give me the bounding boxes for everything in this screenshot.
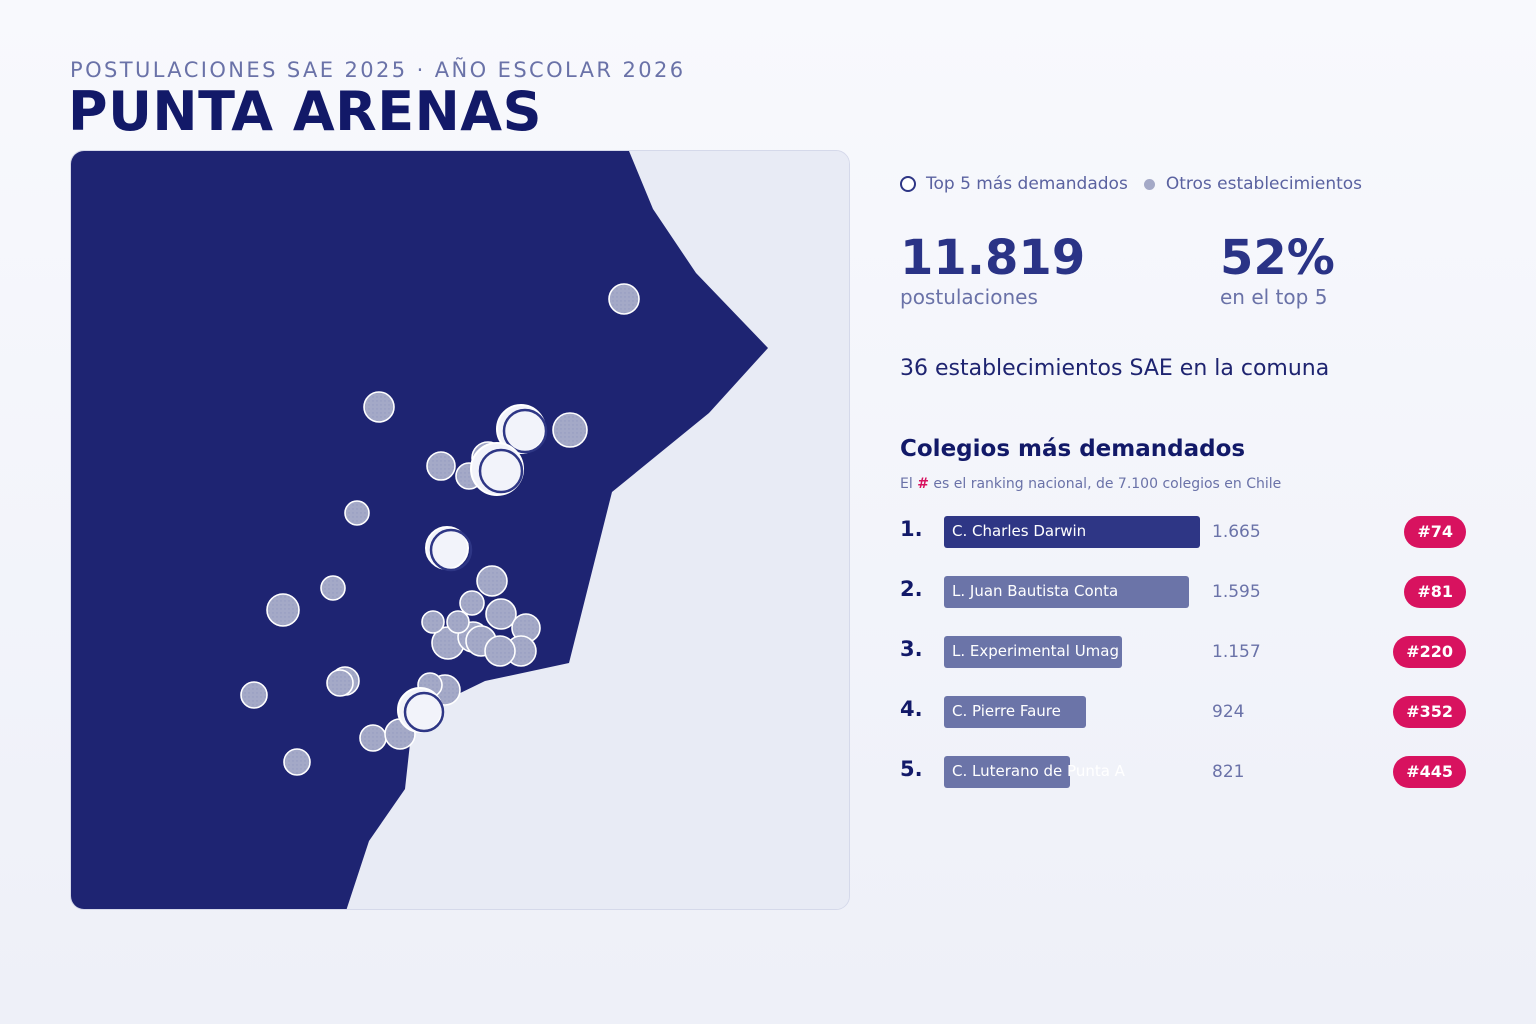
subtitle-eyebrow: POSTULACIONES SAE 2025 · AÑO ESCOLAR 202… bbox=[70, 58, 686, 82]
national-rank-badge: #74 bbox=[1404, 516, 1466, 548]
school-point[interactable] bbox=[608, 283, 640, 315]
ranking-row[interactable]: 3. L. Experimental Umag 1.157 #220 bbox=[900, 635, 1466, 669]
ranking-row[interactable]: 1. C. Charles Darwin 1.665 #74 bbox=[900, 515, 1466, 549]
rank-number: 4. bbox=[900, 697, 923, 721]
top5-point-ring bbox=[429, 528, 473, 572]
school-point[interactable] bbox=[283, 748, 311, 776]
applications-stat: 11.819 postulaciones bbox=[900, 232, 1085, 309]
rank-number: 2. bbox=[900, 577, 923, 601]
ranking-subtitle: El # es el ranking nacional, de 7.100 co… bbox=[900, 476, 1281, 492]
school-point[interactable] bbox=[326, 669, 354, 697]
applications-bar bbox=[944, 696, 1086, 728]
school-point[interactable] bbox=[421, 610, 445, 634]
map-canvas bbox=[71, 151, 849, 909]
other-dot-icon bbox=[1143, 178, 1155, 190]
school-name: L. Juan Bautista Conta bbox=[952, 582, 1119, 600]
land-area bbox=[71, 151, 768, 909]
school-name: C. Pierre Faure bbox=[952, 702, 1061, 720]
applications-bar bbox=[944, 756, 1070, 788]
school-point[interactable] bbox=[484, 635, 516, 667]
school-point[interactable] bbox=[459, 590, 485, 616]
legend-top5-label: Top 5 más demandados bbox=[926, 174, 1128, 194]
legend-others-label: Otros establecimientos bbox=[1165, 174, 1363, 194]
school-name: L. Experimental Umag bbox=[952, 642, 1119, 660]
page-title: PUNTA ARENAS bbox=[68, 80, 542, 143]
top5-point-ring bbox=[502, 408, 548, 454]
applications-label: postulaciones bbox=[900, 284, 1038, 309]
national-rank-badge: #81 bbox=[1404, 576, 1466, 608]
school-point[interactable] bbox=[363, 391, 395, 423]
school-point[interactable] bbox=[485, 598, 517, 630]
school-point[interactable] bbox=[476, 565, 508, 597]
top5-share-stat: 52% en el top 5 bbox=[1220, 232, 1335, 309]
subtitle-hash: # bbox=[917, 476, 929, 492]
school-point[interactable] bbox=[240, 681, 268, 709]
applications-count: 1.157 bbox=[1212, 642, 1261, 662]
national-rank-badge: #445 bbox=[1393, 756, 1466, 788]
ranking-row[interactable]: 5. C. Luterano de Punta A 821 #445 bbox=[900, 755, 1466, 789]
ranking-row[interactable]: 2. L. Juan Bautista Conta 1.595 #81 bbox=[900, 575, 1466, 609]
school-point[interactable] bbox=[359, 724, 387, 752]
applications-value: 11.819 bbox=[900, 230, 1086, 286]
school-name: C. Luterano de Punta A bbox=[952, 762, 1125, 780]
school-point[interactable] bbox=[552, 412, 588, 448]
map-panel[interactable] bbox=[70, 150, 850, 910]
rank-number: 3. bbox=[900, 637, 923, 661]
school-point[interactable] bbox=[344, 500, 370, 526]
ranking-title: Colegios más demandados bbox=[900, 436, 1246, 462]
rank-number: 1. bbox=[900, 517, 923, 541]
applications-count: 924 bbox=[1212, 702, 1245, 722]
school-point[interactable] bbox=[426, 451, 456, 481]
applications-count: 1.665 bbox=[1212, 522, 1261, 542]
top5-point-ring bbox=[403, 691, 445, 733]
subtitle-prefix: El bbox=[900, 476, 913, 492]
applications-bar bbox=[944, 516, 1200, 548]
applications-bar bbox=[944, 576, 1189, 608]
applications-count: 821 bbox=[1212, 762, 1245, 782]
national-rank-badge: #352 bbox=[1393, 696, 1466, 728]
school-point[interactable] bbox=[266, 593, 300, 627]
applications-count: 1.595 bbox=[1212, 582, 1261, 602]
top5-ring-icon bbox=[900, 176, 916, 192]
subtitle-suffix: es el ranking nacional, de 7.100 colegio… bbox=[933, 476, 1282, 492]
top5-share-label: en el top 5 bbox=[1220, 284, 1328, 309]
school-point[interactable] bbox=[320, 575, 346, 601]
school-point[interactable] bbox=[446, 610, 470, 634]
map-legend: Top 5 más demandados Otros establecimien… bbox=[900, 174, 1362, 194]
top5-share-value: 52% bbox=[1220, 230, 1335, 286]
ranking-row[interactable]: 4. C. Pierre Faure 924 #352 bbox=[900, 695, 1466, 729]
school-name: C. Charles Darwin bbox=[952, 522, 1087, 540]
applications-bar bbox=[944, 636, 1122, 668]
top5-point-ring bbox=[478, 448, 524, 494]
rank-number: 5. bbox=[900, 757, 923, 781]
national-rank-badge: #220 bbox=[1393, 636, 1466, 668]
top-schools-layer bbox=[397, 404, 548, 733]
schools-count: 36 establecimientos SAE en la comuna bbox=[900, 356, 1330, 381]
